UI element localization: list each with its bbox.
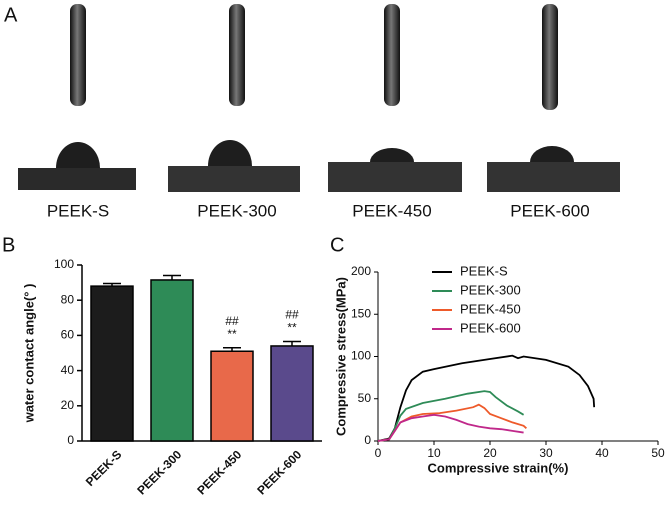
line — [377, 413, 524, 442]
line — [377, 390, 525, 442]
y-axis-label: Compressive stress(MPa) — [333, 277, 348, 436]
x-tick-label: 40 — [595, 446, 609, 460]
annotation: ## — [285, 308, 299, 322]
annotation: ** — [287, 321, 297, 335]
y-tick-label: 80 — [61, 292, 75, 306]
bar — [210, 350, 254, 442]
y-tick-label: 60 — [61, 328, 75, 342]
x-axis-label: Compressive strain(%) — [428, 460, 569, 475]
substrate — [328, 162, 462, 192]
needle — [229, 4, 245, 106]
droplet — [370, 148, 414, 162]
x-tick-label: 0 — [375, 446, 382, 460]
y-tick-label: 40 — [61, 363, 75, 377]
x-tick-label: 50 — [651, 446, 665, 460]
y-tick-label: 0 — [364, 433, 371, 447]
panel-label: C — [330, 234, 344, 256]
y-tick-label: 0 — [67, 433, 74, 447]
x-tick-label: PEEK-300 — [134, 447, 184, 497]
x-tick-label: 20 — [483, 446, 497, 460]
annotation: ** — [227, 327, 237, 341]
x-tick-label: PEEK-600 — [254, 447, 304, 497]
y-axis-label: water contact angle(° ) — [21, 284, 36, 424]
substrate — [487, 162, 620, 192]
y-tick-label: 100 — [54, 257, 74, 271]
needle — [70, 4, 86, 106]
sample-label: PEEK-600 — [510, 201, 589, 220]
legend-label: PEEK-450 — [460, 301, 521, 316]
line — [377, 354, 596, 442]
sample-label: PEEK-450 — [352, 201, 431, 220]
sample-label: PEEK-300 — [197, 201, 276, 220]
needle — [542, 4, 558, 110]
sample-label: PEEK-S — [47, 201, 109, 220]
droplet — [56, 142, 100, 168]
annotation: ## — [225, 314, 239, 328]
panel-label: B — [2, 234, 15, 256]
bar — [270, 345, 314, 442]
x-tick-label: PEEK-S — [83, 447, 124, 488]
y-tick-label: 100 — [351, 349, 371, 363]
legend-label: PEEK-S — [460, 263, 508, 278]
photos — [18, 4, 620, 192]
bar — [150, 279, 194, 442]
y-tick-label: 150 — [351, 306, 371, 320]
substrate — [18, 168, 136, 190]
y-tick-label: 50 — [358, 391, 372, 405]
x-tick-label: PEEK-450 — [194, 447, 244, 497]
legend-label: PEEK-600 — [460, 320, 521, 335]
droplet — [530, 146, 574, 162]
legend-label: PEEK-300 — [460, 282, 521, 297]
x-tick-label: 30 — [539, 446, 553, 460]
x-tick-label: 10 — [427, 446, 441, 460]
bar — [90, 285, 134, 442]
y-tick-label: 200 — [351, 264, 371, 278]
substrate — [168, 166, 300, 192]
y-tick-label: 20 — [61, 398, 75, 412]
droplet — [208, 140, 252, 166]
panel-label: A — [4, 4, 18, 26]
needle — [384, 4, 400, 106]
